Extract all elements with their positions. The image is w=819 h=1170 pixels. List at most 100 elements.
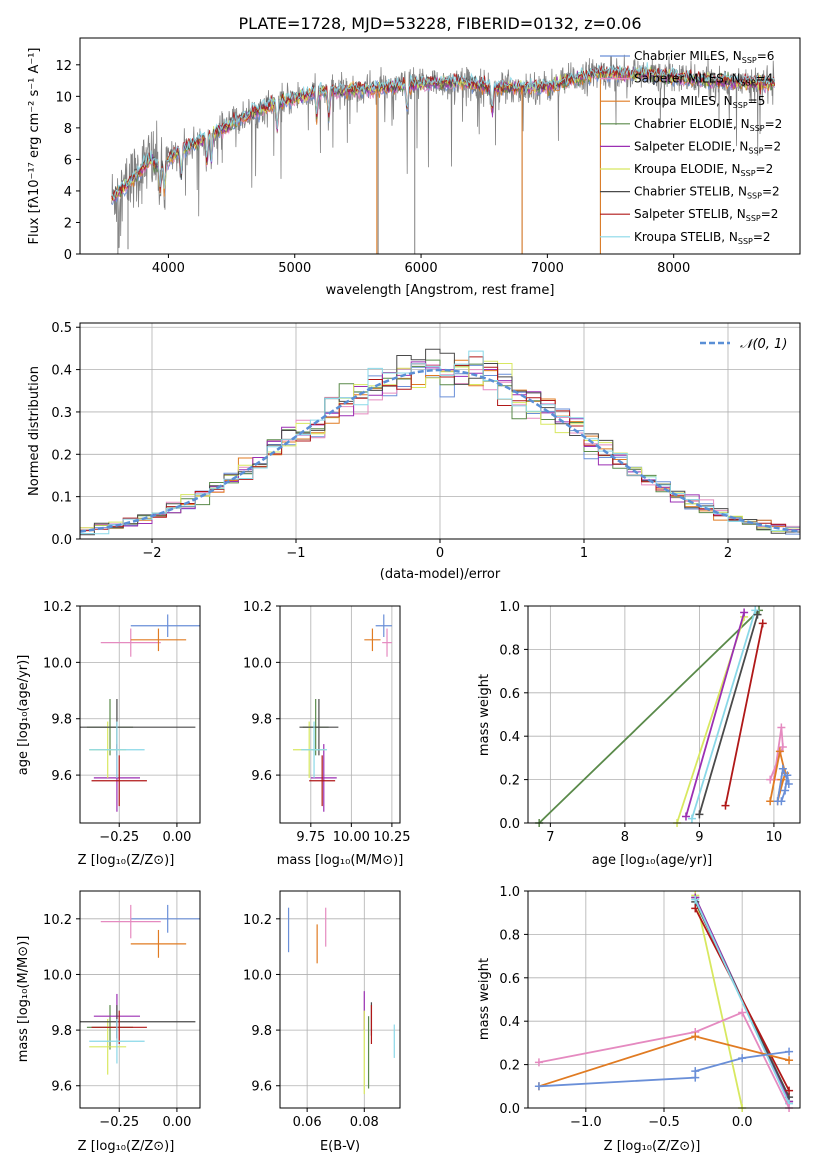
weight-age-ytick-label: 0.0 bbox=[499, 817, 520, 832]
weight-vs-metallicity-panel: −1.0 −0.5 0.0 0.0 0.2 0.4 0.6 0.8 1.0 Z [log₁₀(Z… bbox=[477, 885, 801, 1154]
histogram-xtick-label: −1 bbox=[286, 546, 305, 561]
weight-age-line-chabrier-stelib bbox=[698, 614, 759, 815]
weight-age-marker-kroupa-stelib bbox=[751, 606, 760, 615]
mass-ebv-ytick-label: 10.2 bbox=[243, 913, 272, 928]
histogram-ytick-label: 0.0 bbox=[51, 533, 72, 548]
histogram-ytick-label: 0.2 bbox=[51, 448, 72, 463]
weight-z-marker-kroupa-miles bbox=[691, 1032, 700, 1041]
age-vs-metallicity-panel: −0.25 0.009.69.810.010.2 Z [log₁₀(Z/Z⊙)] … bbox=[16, 600, 201, 868]
normal-curve bbox=[79, 368, 801, 533]
mass-z-xtick-label: 0.00 bbox=[162, 1115, 191, 1130]
mass-z-ytick-label: 10.2 bbox=[43, 913, 72, 928]
weight-z-marker-salpeter-stelib bbox=[691, 904, 700, 913]
mass-z-xlabel: Z [log₁₀(Z/Z⊙)] bbox=[78, 1139, 175, 1154]
age-z-ytick-label: 9.8 bbox=[51, 713, 72, 728]
histogram-xtick-label: 1 bbox=[580, 546, 588, 561]
mass-ebv-ytick-label: 9.6 bbox=[251, 1080, 272, 1095]
weight-z-ytick-label: 0.2 bbox=[499, 1059, 520, 1074]
weight-age-ytick-label: 0.4 bbox=[499, 730, 520, 745]
spectrum-panel: PLATE=1728, MJD=53228, FIBERID=0132, z=0… bbox=[27, 14, 801, 298]
weight-age-marker-chabrier-stelib bbox=[753, 610, 762, 619]
weight-age-line-salpeter-elodie bbox=[685, 612, 745, 817]
weight-age-ytick-label: 0.2 bbox=[499, 774, 520, 789]
mass-ebv-ytick-label: 10.0 bbox=[243, 968, 272, 983]
weight-z-xtick-label: −1.0 bbox=[570, 1115, 602, 1130]
weight-z-ytick-label: 1.0 bbox=[499, 885, 520, 900]
mass-z-frame bbox=[79, 890, 201, 1109]
spectrum-ylabel: Flux [fλ10⁻¹⁷ erg cm⁻² s⁻¹ A⁻¹] bbox=[27, 48, 42, 245]
spectrum-ytick-label: 8 bbox=[64, 122, 72, 137]
weight-age-marker-chabrier-miles bbox=[778, 764, 787, 773]
age-z-ylabel: age [log₁₀(age/yr)] bbox=[16, 655, 31, 776]
weight-age-marker-salpeter-elodie bbox=[740, 608, 749, 617]
weight-z-marker-kroupa-miles bbox=[785, 1056, 794, 1065]
weight-age-line-chabrier-elodie bbox=[538, 609, 760, 824]
mass-vs-metallicity-panel: −0.25 0.009.69.810.010.2 Z [log₁₀(Z/Z⊙)] … bbox=[16, 890, 201, 1154]
mass-z-ytick-label: 9.8 bbox=[51, 1024, 72, 1039]
spectrum-frame bbox=[79, 37, 801, 255]
mass-ebv-xlabel: E(B-V) bbox=[320, 1139, 360, 1154]
weight-age-xtick-label: 10 bbox=[766, 830, 783, 845]
spectrum-xlabel: wavelength [Angstrom, rest frame] bbox=[326, 283, 555, 298]
weight-age-line-kroupa-miles bbox=[769, 751, 787, 802]
weight-age-marker-chabrier-miles bbox=[784, 779, 793, 788]
spectrum-model-kroupa-stelib bbox=[111, 62, 775, 200]
histogram-ytick-label: 0.1 bbox=[51, 491, 72, 506]
legend-label-kroupa-stelib: Kroupa STELIB, NSSP=2 bbox=[634, 230, 771, 246]
weight-z-line-salpeter-stelib bbox=[694, 907, 790, 1092]
weight-z-line-salpeter-miles bbox=[538, 1011, 790, 1109]
weight-z-ytick-label: 0.8 bbox=[499, 928, 520, 943]
weight-age-ytick-label: 0.8 bbox=[499, 643, 520, 658]
histogram-xlabel: (data-model)/error bbox=[380, 567, 501, 582]
weight-z-ytick-label: 0.6 bbox=[499, 972, 520, 987]
age-mass-ytick-label: 10.2 bbox=[243, 600, 272, 615]
weight-z-xtick-label: −0.5 bbox=[648, 1115, 680, 1130]
weight-age-marker-kroupa-miles bbox=[766, 797, 775, 806]
age-z-ytick-label: 10.0 bbox=[43, 656, 72, 671]
weight-age-xtick-label: 8 bbox=[621, 830, 629, 845]
mass-z-ytick-label: 9.6 bbox=[51, 1080, 72, 1095]
legend-label-chabrier-stelib: Chabrier STELIB, NSSP=2 bbox=[634, 185, 780, 201]
spectrum-ytick-label: 2 bbox=[64, 216, 72, 231]
weight-age-marker-kroupa-stelib bbox=[687, 814, 696, 823]
weight-age-marker-chabrier-miles bbox=[783, 771, 792, 780]
weight-age-ytick-label: 0.6 bbox=[499, 687, 520, 702]
histogram-xtick-label: −2 bbox=[142, 546, 161, 561]
age-z-xtick-label: −0.25 bbox=[99, 830, 139, 845]
histogram-ytick-label: 0.4 bbox=[51, 364, 72, 379]
normal-legend-label: 𝒩(0, 1) bbox=[740, 337, 787, 352]
residual-histogram-panel: −2 −1 0 1 2 0.0 0.1 0.2 0.3 0.4 0.5 (data-model)/e… bbox=[27, 321, 801, 582]
weight-z-line-kroupa-elodie bbox=[694, 895, 744, 1109]
age-z-ytick-label: 9.6 bbox=[51, 769, 72, 784]
weight-z-marker-chabrier-miles bbox=[534, 1082, 543, 1091]
weight-z-frame bbox=[527, 890, 801, 1109]
weight-age-marker-salpeter-stelib bbox=[721, 801, 730, 810]
weight-age-xlabel: age [log₁₀(age/yr)] bbox=[592, 853, 713, 868]
weight-age-marker-salpeter-elodie bbox=[681, 812, 690, 821]
legend-label-chabrier-elodie: Chabrier ELODIE, NSSP=2 bbox=[634, 117, 782, 133]
spectrum-xtick-label: 7000 bbox=[531, 261, 564, 276]
weight-z-marker-chabrier-miles bbox=[691, 1067, 700, 1076]
weight-age-marker-chabrier-miles bbox=[781, 786, 790, 795]
spectrum-model-salpeter-miles bbox=[111, 68, 775, 202]
weight-z-marker-kroupa-stelib bbox=[691, 895, 700, 904]
weight-age-marker-kroupa-miles bbox=[775, 747, 784, 756]
age-z-xlabel: Z [log₁₀(Z/Z⊙)] bbox=[78, 853, 175, 868]
age-z-xtick-label: 0.00 bbox=[162, 830, 191, 845]
weight-vs-age-panel: 7 8 9 10 0.0 0.2 0.4 0.6 0.8 1.0 age [log₁₀(age/y… bbox=[477, 600, 801, 868]
weight-age-marker-salpeter-stelib bbox=[758, 619, 767, 628]
weight-z-ylabel: mass weight bbox=[477, 958, 492, 1040]
spectrum-ytick-label: 10 bbox=[55, 90, 72, 105]
weight-z-ytick-label: 0.4 bbox=[499, 1015, 520, 1030]
weight-age-marker-chabrier-stelib bbox=[695, 810, 704, 819]
mass-ebv-frame bbox=[279, 890, 401, 1109]
weight-age-line-kroupa-stelib bbox=[691, 610, 757, 819]
spectrum-ytick-label: 6 bbox=[64, 153, 72, 168]
weight-age-xtick-label: 9 bbox=[695, 830, 703, 845]
histogram-xtick-label: 0 bbox=[436, 546, 444, 561]
legend-label-salpeter-miles: Salpeter MILES, NSSP=4 bbox=[634, 72, 773, 88]
mass-z-ylabel: mass [log₁₀(M/M⊙)] bbox=[16, 936, 31, 1063]
weight-age-ylabel: mass weight bbox=[477, 674, 492, 756]
weight-age-frame bbox=[527, 605, 801, 824]
